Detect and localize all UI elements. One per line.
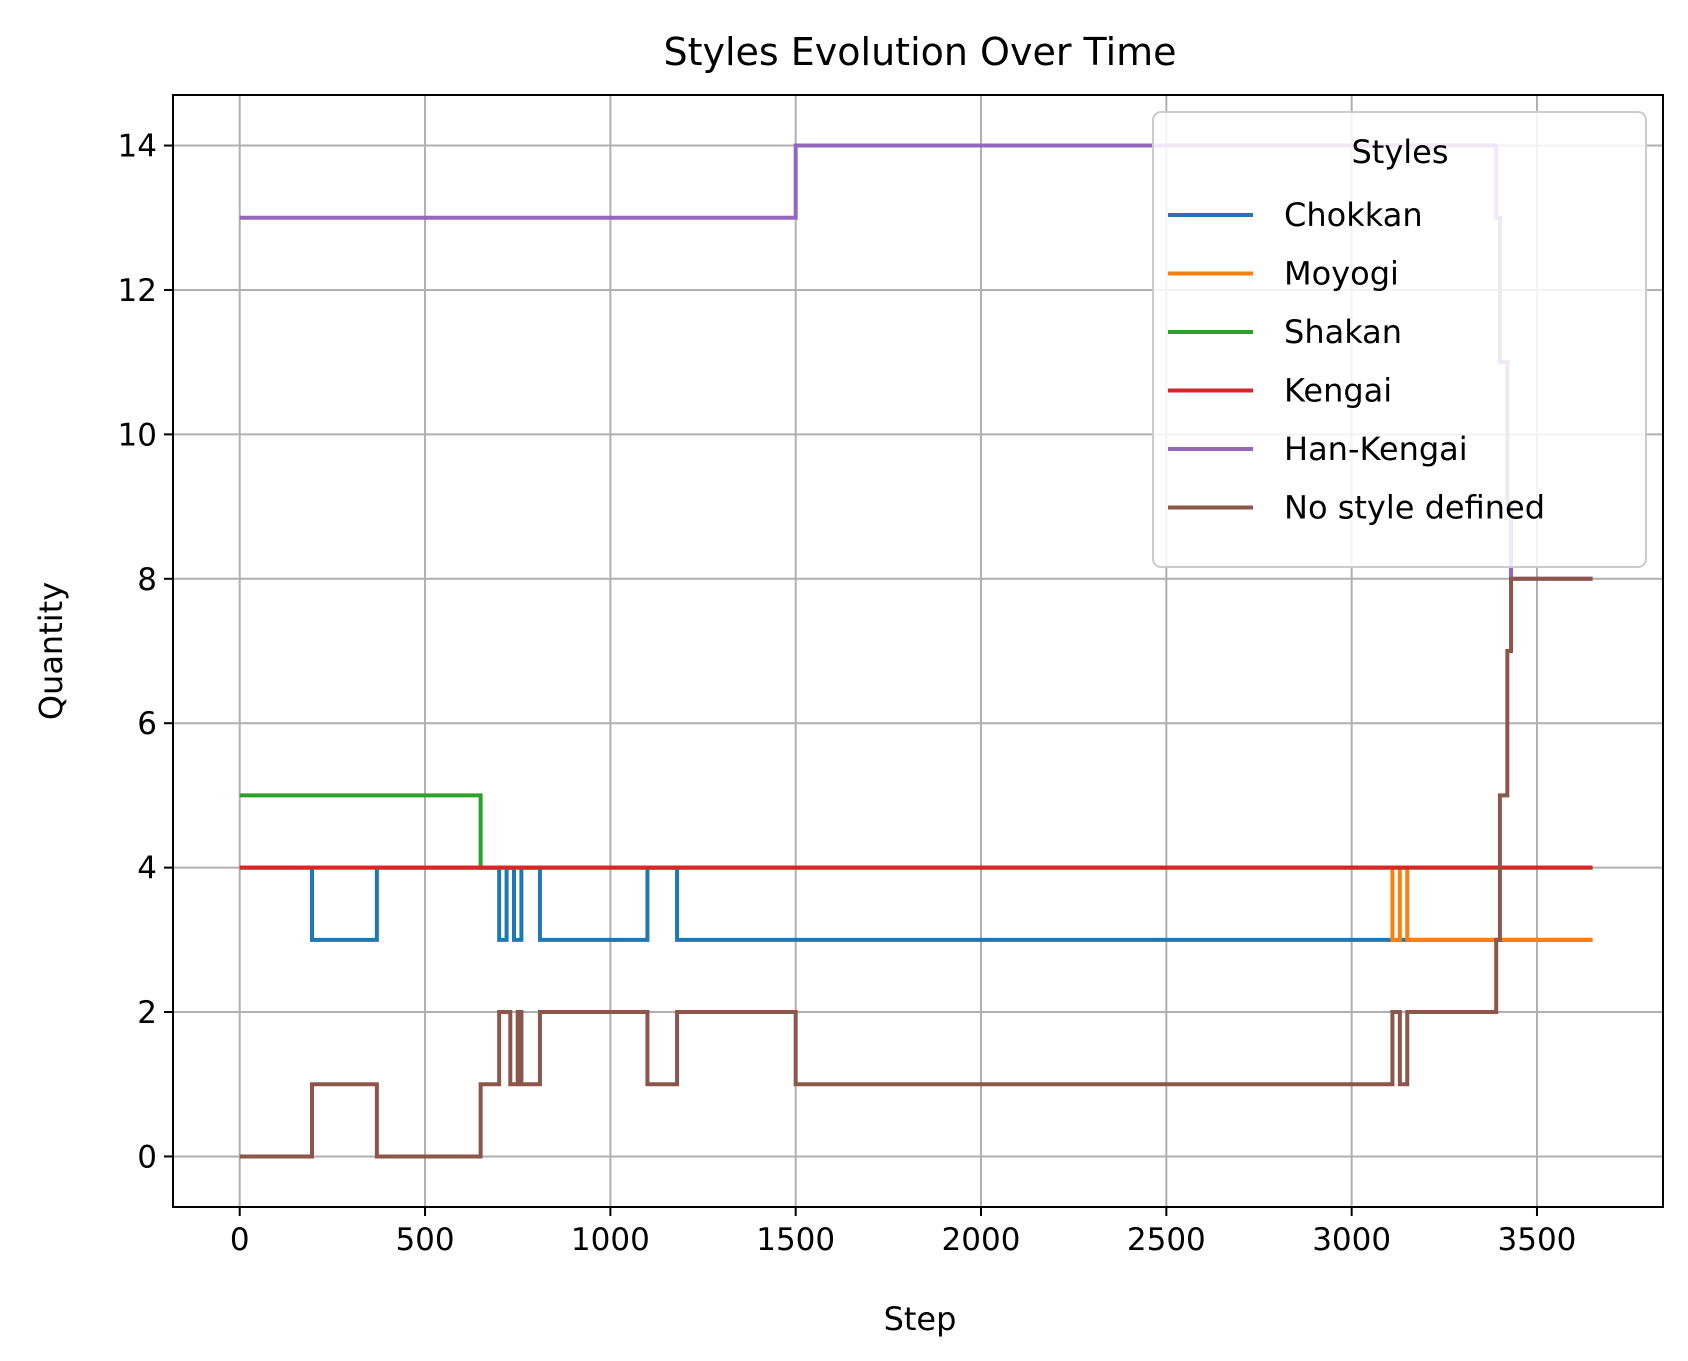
legend-label-han-kengai: Han-Kengai (1284, 430, 1468, 468)
legend: Styles Chokkan Moyogi Shakan Kengai Han-Keng… (1152, 111, 1647, 568)
y-tick-label: 6 (137, 706, 157, 742)
legend-label-kengai: Kengai (1284, 372, 1392, 410)
legend-entries: Chokkan Moyogi Shakan Kengai Han-Kengai No st… (1168, 196, 1545, 527)
x-tick-label: 1000 (571, 1222, 650, 1258)
x-tick-label: 3500 (1498, 1222, 1577, 1258)
series-line-no-style-defined (239, 576, 1593, 1159)
x-tick-label: 3000 (1312, 1222, 1391, 1258)
ticks: 0 500 1000 1500 2000 2500 3000 3500 0 2 4 6 8 10 12 14 (118, 129, 1577, 1258)
x-tick-label: 1500 (756, 1222, 835, 1258)
y-axis-label: Quantity (32, 582, 70, 720)
x-tick-label: 0 (230, 1222, 250, 1258)
x-tick-label: 2500 (1127, 1222, 1206, 1258)
legend-title: Styles (1351, 133, 1448, 171)
legend-label-no-style-defined: No style defined (1284, 489, 1545, 527)
y-tick-label: 8 (137, 562, 157, 598)
y-tick-label: 0 (137, 1139, 157, 1175)
y-tick-label: 10 (118, 417, 157, 453)
y-tick-label: 14 (118, 129, 157, 165)
legend-label-shakan: Shakan (1284, 313, 1402, 351)
series-lines (239, 143, 1593, 1159)
x-tick-label: 2000 (942, 1222, 1021, 1258)
plot-frame (172, 94, 1664, 1208)
x-axis-label: Step (884, 1300, 957, 1338)
series-line-moyogi (239, 865, 1593, 942)
x-tick-label: 500 (395, 1222, 454, 1258)
chart-title: Styles Evolution Over Time (663, 30, 1176, 74)
y-tick-label: 4 (137, 851, 157, 887)
legend-box (1152, 111, 1647, 568)
legend-label-chokkan: Chokkan (1284, 196, 1423, 234)
legend-label-moyogi: Moyogi (1284, 255, 1399, 293)
y-tick-label: 12 (118, 273, 157, 309)
y-tick-label: 2 (137, 995, 157, 1031)
